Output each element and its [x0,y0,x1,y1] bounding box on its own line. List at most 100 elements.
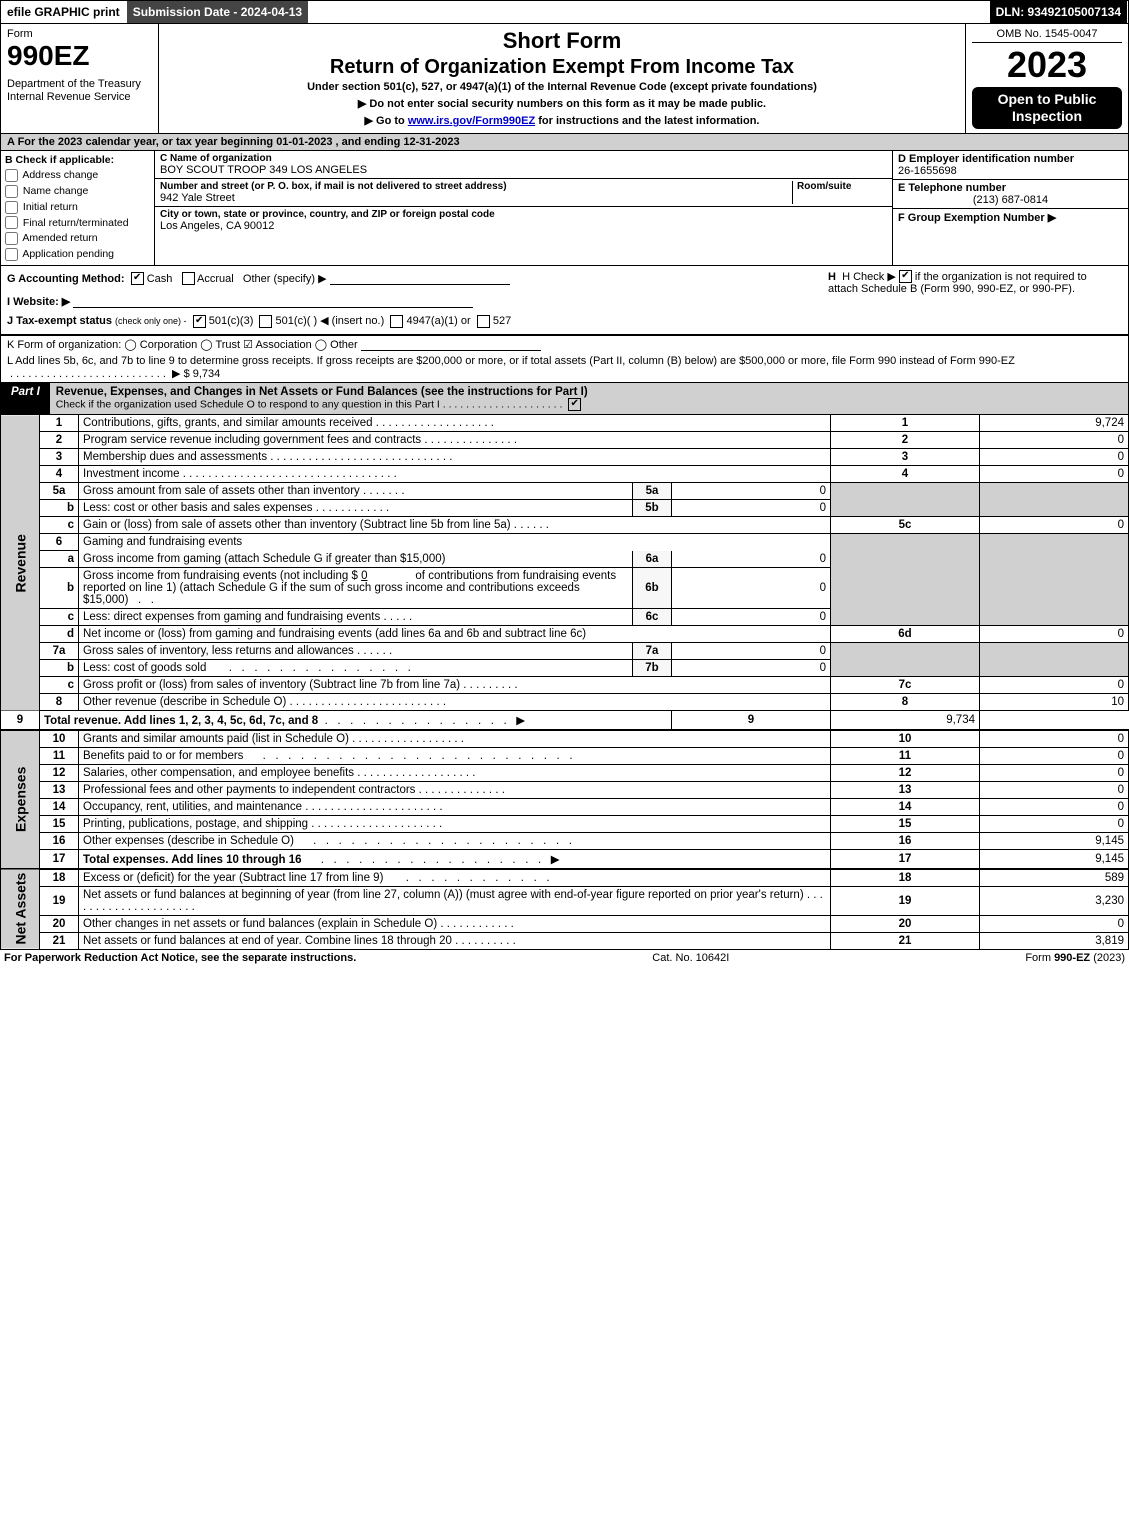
l6d-d: Net income or (loss) from gaming and fun… [79,626,831,643]
l6b-sn: 6b [633,568,672,609]
chk-address-change[interactable]: Address change [5,168,150,184]
street-label: Number and street (or P. O. box, if mail… [160,181,792,192]
chk-amended-return[interactable]: Amended return [5,231,150,247]
l1-v: 9,724 [980,415,1129,432]
l14-d: Occupancy, rent, utilities, and maintena… [79,799,831,816]
efile-print-label[interactable]: efile GRAPHIC print [1,1,127,23]
l11-ln: 11 [831,748,980,765]
j-label: J Tax-exempt status [7,315,112,327]
j-4947: 4947(a)(1) or [406,315,470,327]
i-label: I Website: ▶ [7,296,70,308]
chk-final-return[interactable]: Final return/terminated [5,216,150,232]
dln-label: DLN: 93492105007134 [990,1,1128,23]
l4-d: Investment income . . . . . . . . . . . … [79,466,831,483]
j-501c3-check[interactable] [193,315,206,328]
l9-ln: 9 [672,711,831,731]
l12-ln: 12 [831,765,980,782]
l7c-n: c [40,677,79,694]
j-501c-check[interactable] [259,315,272,328]
l17-d: Total expenses. Add lines 10 through 16 … [79,850,831,870]
l7-shade-v [980,643,1129,677]
l11-n: 11 [40,748,79,765]
chk-initial-return[interactable]: Initial return [5,200,150,216]
l9-d: Total revenue. Add lines 1, 2, 3, 4, 5c,… [40,711,672,731]
g-other: Other (specify) ▶ [243,273,327,285]
line-l-value: 9,734 [193,368,221,380]
l5-shade-v [980,483,1129,517]
l6d-v: 0 [980,626,1129,643]
dept-label: Department of the Treasury Internal Reve… [7,78,152,104]
k-other-line[interactable] [361,338,541,351]
form-number: 990EZ [7,40,152,72]
submission-date: Submission Date - 2024-04-13 [127,1,309,23]
l10-v: 0 [980,730,1129,748]
tax-year: 2023 [972,47,1122,83]
l5b-sv: 0 [672,500,831,517]
website-input[interactable] [73,295,473,308]
page-footer: For Paperwork Reduction Act Notice, see … [0,950,1129,966]
l7b-d: Less: cost of goods sold . . . . . . . .… [79,660,633,677]
part1-title: Revenue, Expenses, and Changes in Net As… [50,383,1128,414]
l7a-n: 7a [40,643,79,660]
g-label: G Accounting Method: [7,273,125,285]
l15-n: 15 [40,816,79,833]
l10-n: 10 [40,730,79,748]
net-side-label: Net Assets [1,869,40,950]
chk-application-pending[interactable]: Application pending [5,247,150,263]
l2-v: 0 [980,432,1129,449]
l6a-sv: 0 [672,551,831,568]
l15-ln: 15 [831,816,980,833]
j-527-check[interactable] [477,315,490,328]
ein-value: 26-1655698 [898,165,1123,177]
j-row: J Tax-exempt status (check only one) - 5… [7,314,1122,328]
l5a-sv: 0 [672,483,831,500]
col-de: D Employer identification number 26-1655… [893,151,1128,265]
street-value: 942 Yale Street [160,192,792,204]
l20-v: 0 [980,916,1129,933]
l5c-n: c [40,517,79,534]
l7a-d: Gross sales of inventory, less returns a… [79,643,633,660]
header-right: OMB No. 1545-0047 2023 Open to Public In… [966,24,1128,133]
footer-right: Form 990-EZ (2023) [1025,952,1125,964]
l5a-sn: 5a [633,483,672,500]
l21-ln: 21 [831,933,980,950]
l7c-v: 0 [980,677,1129,694]
l8-n: 8 [40,694,79,711]
l1-ln: 1 [831,415,980,432]
g-other-line[interactable] [330,272,510,285]
l1-d: Contributions, gifts, grants, and simila… [79,415,831,432]
l2-ln: 2 [831,432,980,449]
j-4947-check[interactable] [390,315,403,328]
g-accrual-check[interactable] [182,272,195,285]
l6c-n: c [40,609,79,626]
l14-n: 14 [40,799,79,816]
part1-check[interactable] [568,398,581,411]
phone-label: E Telephone number [898,182,1123,194]
l13-ln: 13 [831,782,980,799]
g-cash-check[interactable] [131,272,144,285]
l8-d: Other revenue (describe in Schedule O) .… [79,694,831,711]
l19-v: 3,230 [980,887,1129,916]
l4-ln: 4 [831,466,980,483]
l3-ln: 3 [831,449,980,466]
part1-tab: Part I [1,383,50,414]
l16-v: 9,145 [980,833,1129,850]
l13-d: Professional fees and other payments to … [79,782,831,799]
irs-link[interactable]: www.irs.gov/Form990EZ [408,115,535,127]
l5a-n: 5a [40,483,79,500]
l3-v: 0 [980,449,1129,466]
l19-ln: 19 [831,887,980,916]
l14-ln: 14 [831,799,980,816]
l7a-sv: 0 [672,643,831,660]
l13-v: 0 [980,782,1129,799]
l6a-d: Gross income from gaming (attach Schedul… [79,551,633,568]
ein-cell: D Employer identification number 26-1655… [893,151,1128,179]
l10-d: Grants and similar amounts paid (list in… [79,730,831,748]
j-hint: (check only one) - [115,316,187,326]
h-checkbox[interactable] [899,270,912,283]
l6c-sv: 0 [672,609,831,626]
chk-name-change[interactable]: Name change [5,184,150,200]
short-form-label: Short Form [165,28,959,54]
street-row: Number and street (or P. O. box, if mail… [155,179,892,207]
l6d-ln: 6d [831,626,980,643]
